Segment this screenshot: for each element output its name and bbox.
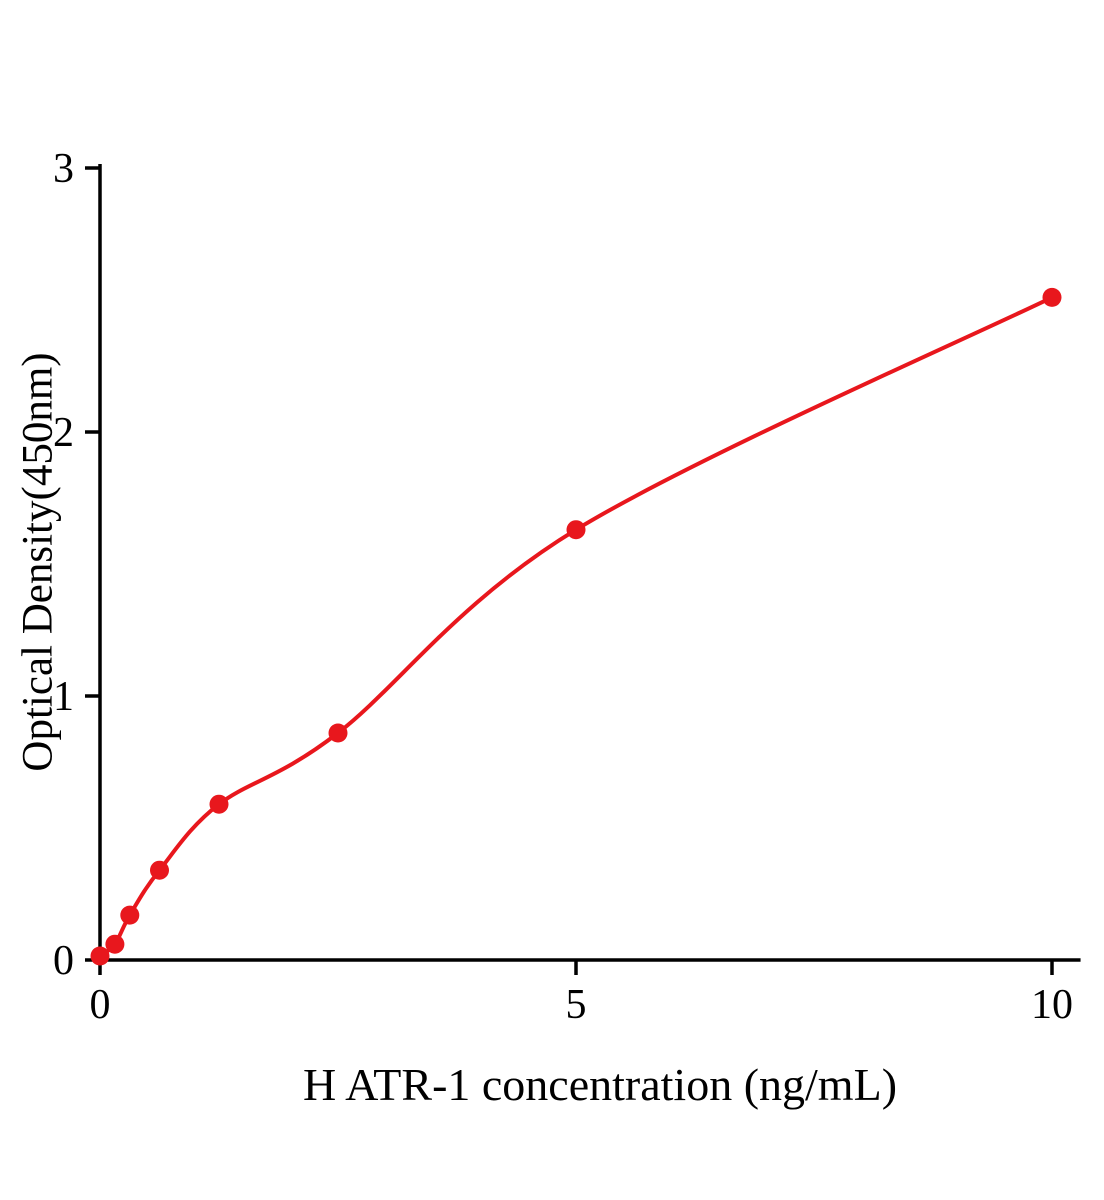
data-point-marker <box>566 520 586 540</box>
axis-spine <box>98 164 1081 962</box>
x-tick-label: 10 <box>1031 982 1073 1028</box>
axes <box>85 164 1081 975</box>
data-point-marker <box>150 860 169 880</box>
data-point-marker <box>120 905 140 925</box>
y-axis-label: Optical Density(450nm) <box>14 352 62 772</box>
fit-curve-path <box>98 295 1054 958</box>
data-points <box>90 287 1062 966</box>
data-point-marker <box>1042 287 1062 307</box>
y-tick-label: 2 <box>53 410 74 456</box>
data-point-marker <box>328 723 348 743</box>
y-tick-label: 3 <box>53 146 74 192</box>
fit-curve <box>98 295 1054 958</box>
y-tick-label: 1 <box>53 674 74 720</box>
x-axis-label: H ATR-1 concentration (ng/mL) <box>302 1059 898 1110</box>
data-point-marker <box>209 794 229 814</box>
y-tick-label: 0 <box>53 938 74 984</box>
data-point-marker <box>105 934 125 954</box>
x-tick-label: 0 <box>90 982 111 1028</box>
x-tick-label: 5 <box>566 982 587 1028</box>
tick-labels: 0 1 2 3 0 5 10 <box>53 146 1073 1028</box>
data-point-marker <box>90 946 110 966</box>
